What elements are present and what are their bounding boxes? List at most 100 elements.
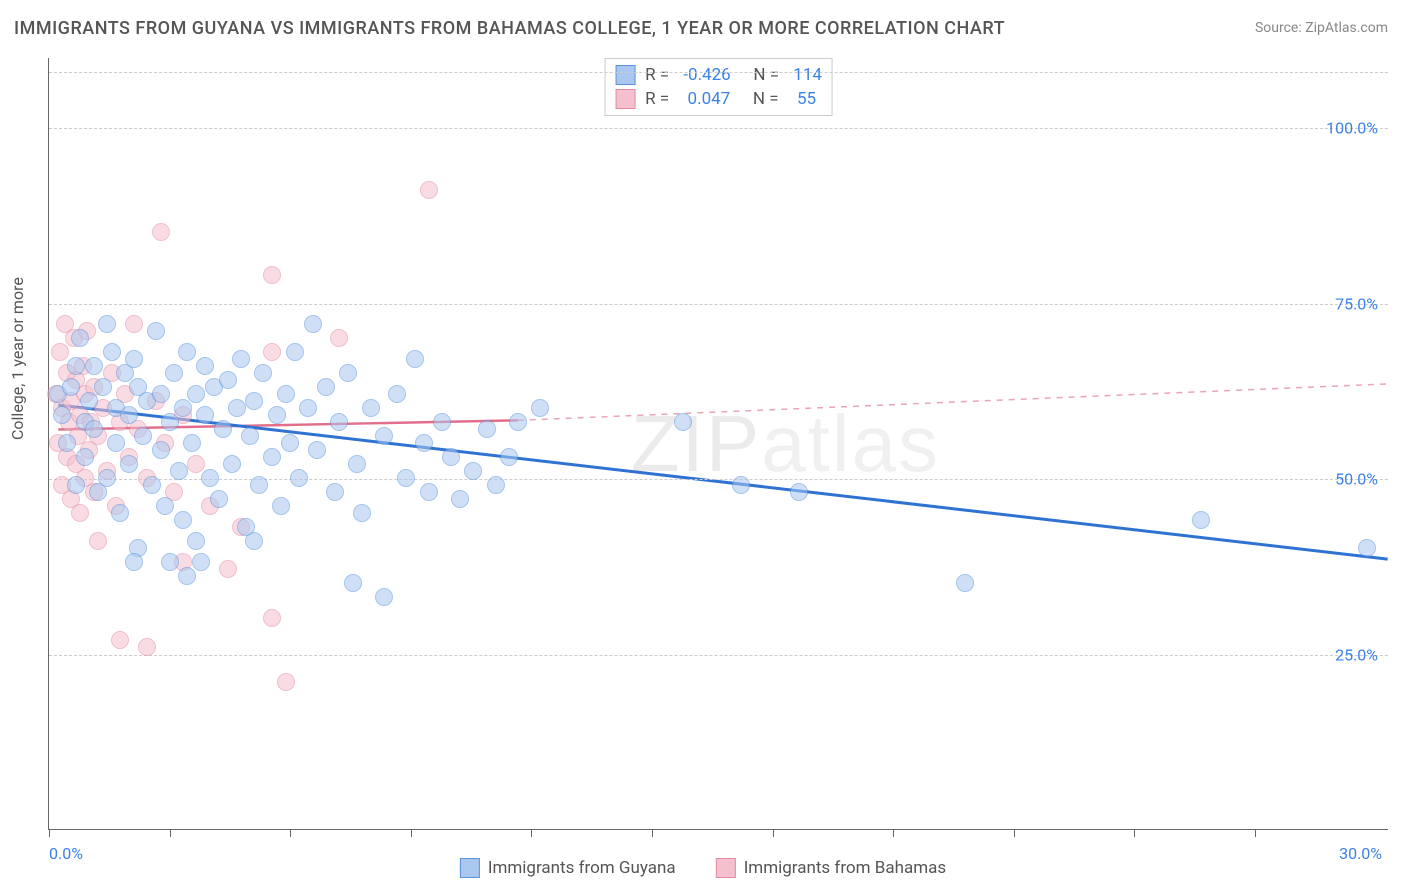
data-point (187, 532, 205, 550)
data-point (330, 413, 348, 431)
data-point (134, 427, 152, 445)
x-tick (531, 829, 532, 837)
data-point (353, 504, 371, 522)
gridline (49, 479, 1388, 480)
plot-area: ZIPatlas R = -0.426 N = 114R = 0.047 N =… (48, 58, 1388, 830)
data-point (161, 413, 179, 431)
data-point (228, 399, 246, 417)
data-point (326, 483, 344, 501)
data-point (388, 385, 406, 403)
data-point (487, 476, 505, 494)
data-point (85, 357, 103, 375)
stat-value: 114 (793, 65, 822, 85)
data-point (53, 406, 71, 424)
trend-line (518, 384, 1388, 420)
data-point (1192, 511, 1210, 529)
data-point (174, 511, 192, 529)
x-tick (290, 829, 291, 837)
data-point (330, 329, 348, 347)
stat-label: N = (741, 65, 784, 85)
stat-label: N = (740, 89, 783, 109)
data-point (263, 343, 281, 361)
data-point (375, 427, 393, 445)
data-point (308, 441, 326, 459)
data-point (348, 455, 366, 473)
data-point (263, 448, 281, 466)
source-prefix: Source: (1255, 20, 1305, 36)
data-point (219, 560, 237, 578)
data-point (299, 399, 317, 417)
data-point (281, 434, 299, 452)
data-point (232, 350, 250, 368)
data-point (196, 357, 214, 375)
data-point (304, 315, 322, 333)
data-point (956, 574, 974, 592)
data-point (201, 469, 219, 487)
data-point (464, 462, 482, 480)
stat-value: 0.047 (683, 89, 730, 109)
data-point (174, 399, 192, 417)
legend-swatch (716, 858, 736, 878)
legend-swatch (615, 65, 635, 85)
y-tick-label: 50.0% (1335, 470, 1378, 489)
data-point (339, 364, 357, 382)
x-tick (1255, 829, 1256, 837)
data-point (161, 553, 179, 571)
x-axis-min-label: 0.0% (49, 844, 83, 863)
data-point (94, 378, 112, 396)
data-point (451, 490, 469, 508)
data-point (531, 399, 549, 417)
data-point (263, 609, 281, 627)
data-point (1358, 539, 1376, 557)
data-point (317, 378, 335, 396)
data-point (152, 441, 170, 459)
data-point (406, 350, 424, 368)
data-point (80, 392, 98, 410)
data-point (178, 343, 196, 361)
data-point (125, 350, 143, 368)
x-tick (411, 829, 412, 837)
data-point (107, 434, 125, 452)
data-point (277, 673, 295, 691)
data-point (397, 469, 415, 487)
x-tick (1134, 829, 1135, 837)
source-link[interactable]: ZipAtlas.com (1305, 20, 1388, 36)
data-point (362, 399, 380, 417)
data-point (67, 476, 85, 494)
data-point (214, 420, 232, 438)
data-point (790, 483, 808, 501)
data-point (478, 420, 496, 438)
x-tick (893, 829, 894, 837)
data-point (143, 476, 161, 494)
data-point (103, 343, 121, 361)
gridline (49, 304, 1388, 305)
chart-title: IMMIGRANTS FROM GUYANA VS IMMIGRANTS FRO… (14, 18, 1005, 39)
watermark: ZIPatlas (631, 398, 940, 490)
data-point (210, 490, 228, 508)
legend-item: Immigrants from Guyana (460, 858, 676, 878)
data-point (344, 574, 362, 592)
data-point (442, 448, 460, 466)
data-point (98, 469, 116, 487)
source-attribution: Source: ZipAtlas.com (1255, 20, 1388, 36)
gridline (49, 72, 1388, 73)
data-point (71, 329, 89, 347)
data-point (420, 483, 438, 501)
stat-value: -0.426 (683, 65, 730, 85)
x-axis-max-label: 30.0% (1339, 844, 1382, 863)
stat-row: R = -0.426 N = 114 (615, 63, 822, 87)
x-tick (1014, 829, 1015, 837)
gridline (49, 655, 1388, 656)
x-tick (170, 829, 171, 837)
data-point (196, 406, 214, 424)
data-point (254, 364, 272, 382)
data-point (152, 223, 170, 241)
data-point (375, 588, 393, 606)
correlation-stat-box: R = -0.426 N = 114R = 0.047 N = 55 (604, 58, 833, 116)
data-point (85, 420, 103, 438)
y-axis-label: College, 1 year or more (8, 277, 27, 440)
data-point (165, 364, 183, 382)
data-point (120, 406, 138, 424)
data-point (125, 553, 143, 571)
stat-row: R = 0.047 N = 55 (615, 87, 822, 111)
